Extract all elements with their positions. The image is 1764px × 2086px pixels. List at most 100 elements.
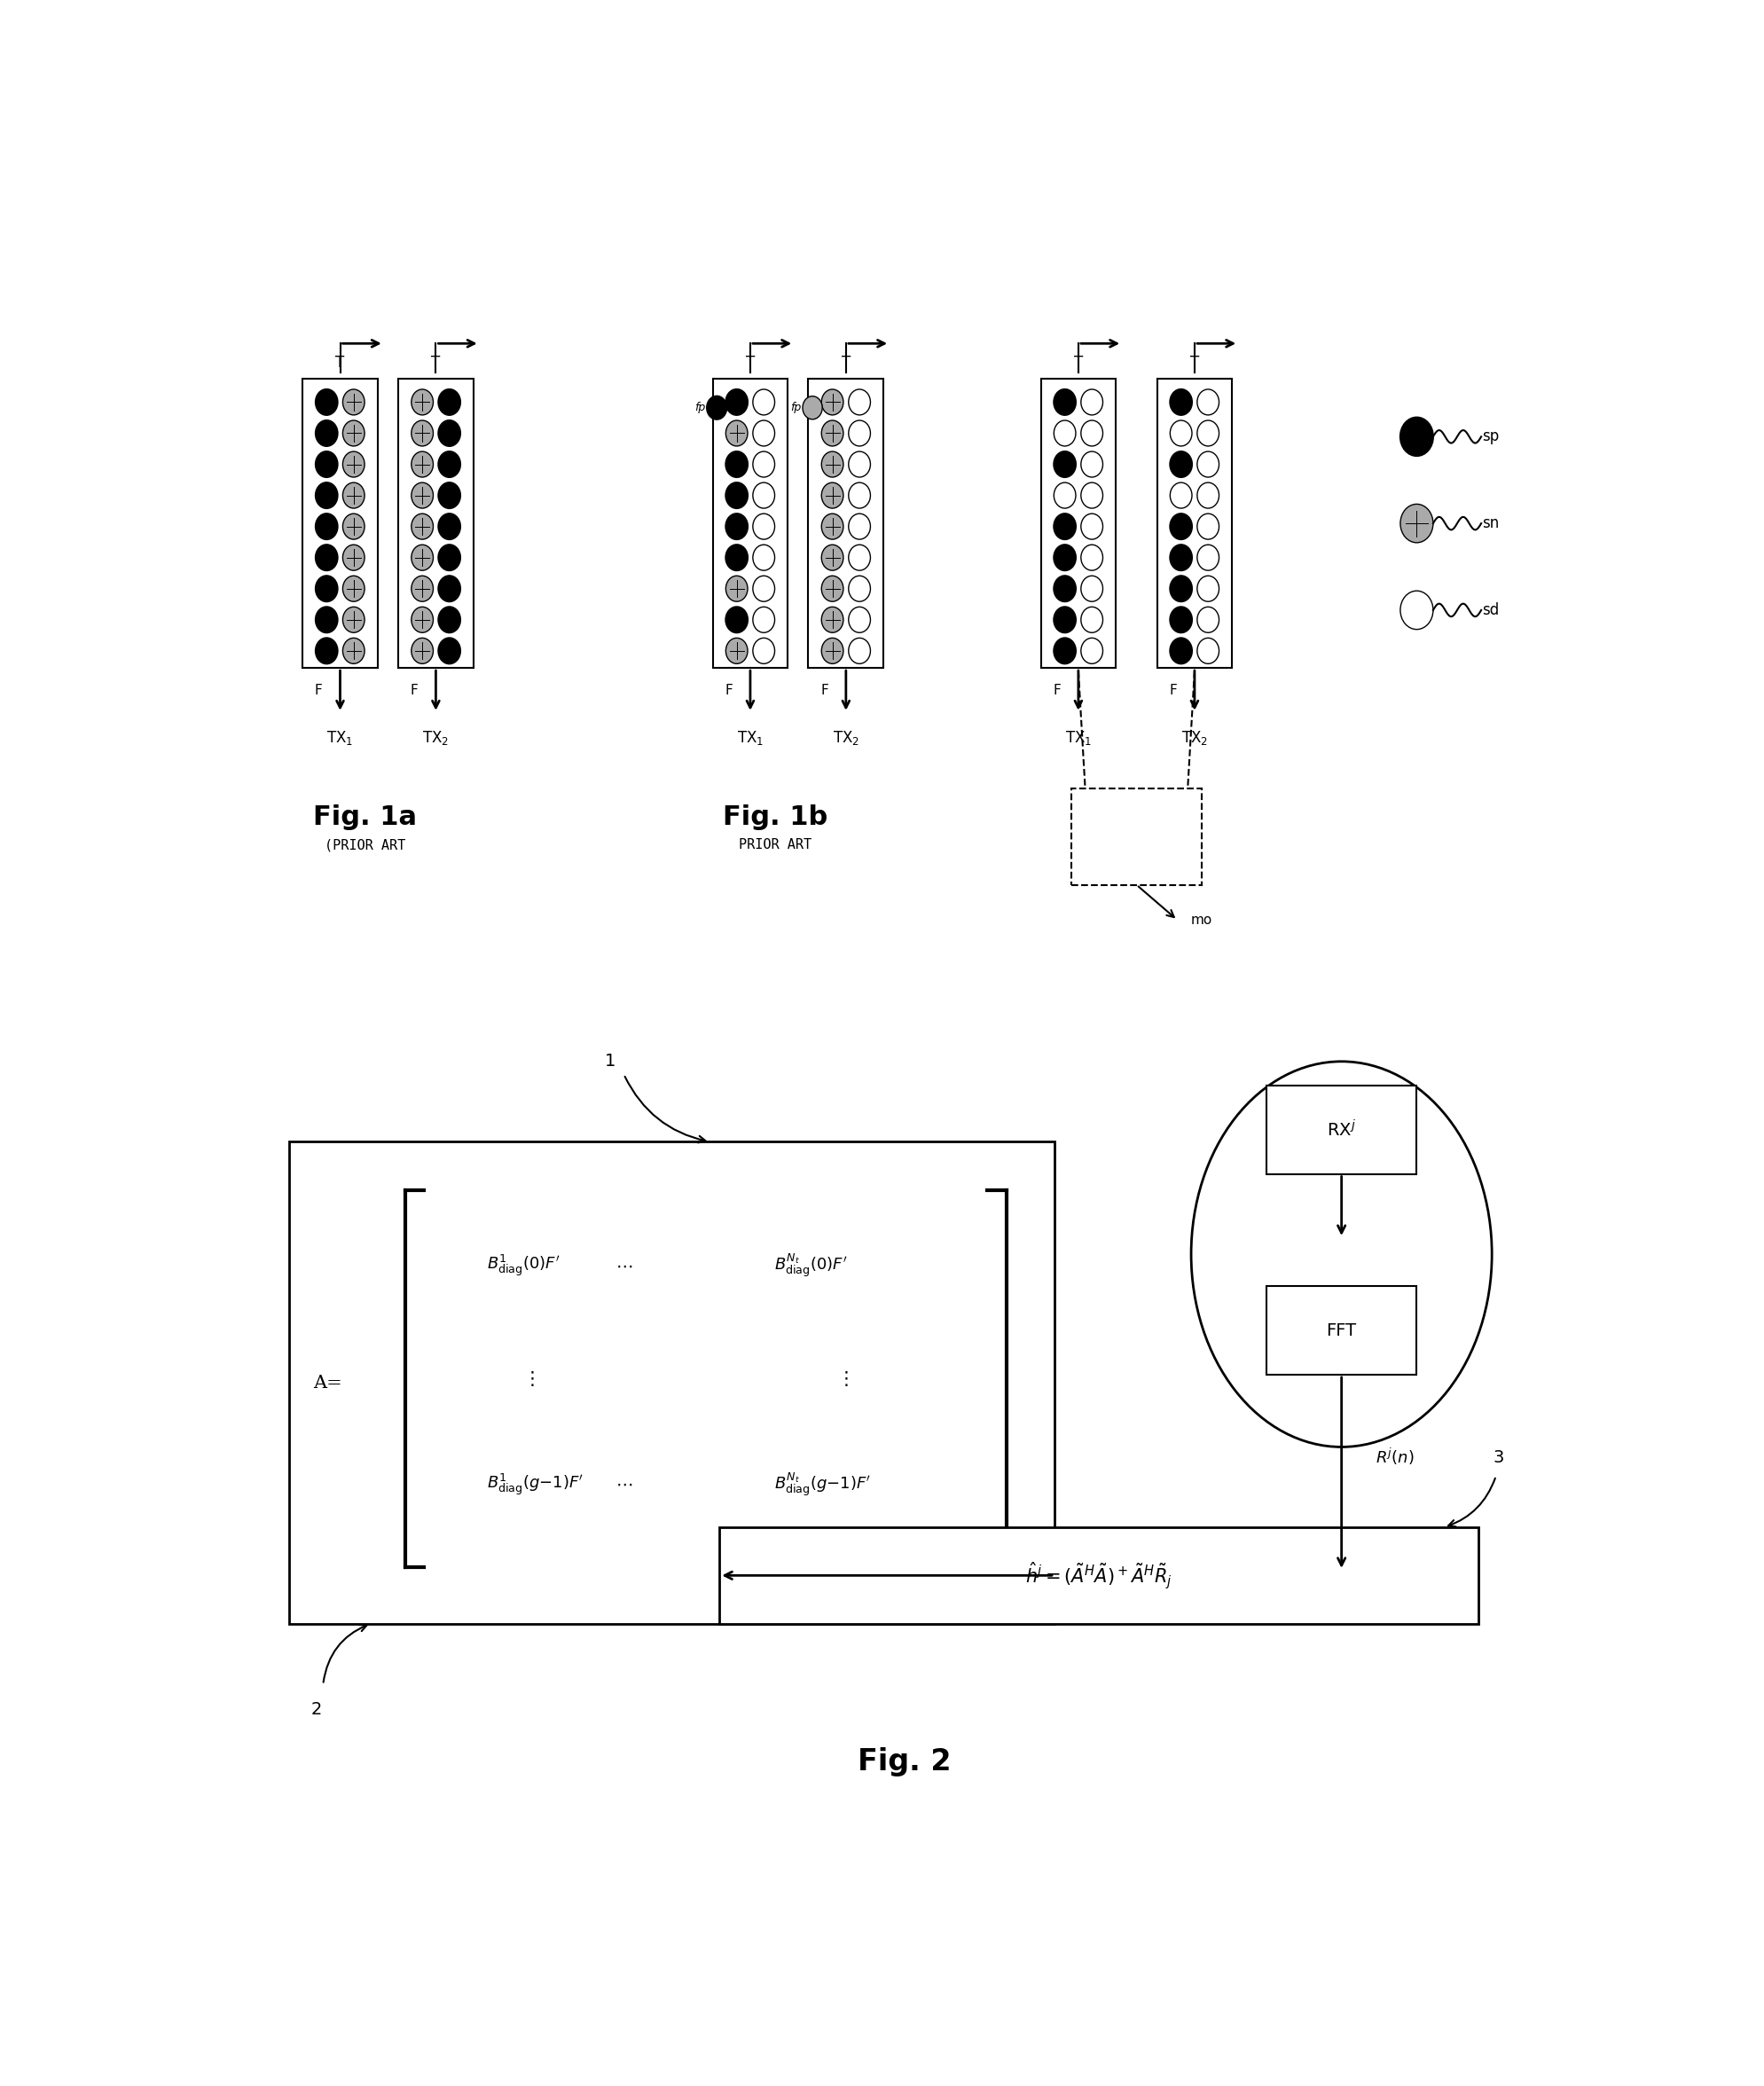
- Circle shape: [753, 607, 774, 632]
- Circle shape: [439, 482, 460, 509]
- Circle shape: [1053, 638, 1076, 663]
- Circle shape: [1198, 544, 1219, 569]
- Circle shape: [439, 544, 460, 569]
- Circle shape: [1081, 638, 1102, 663]
- Circle shape: [1081, 513, 1102, 540]
- Circle shape: [1081, 390, 1102, 415]
- Circle shape: [316, 576, 337, 601]
- Circle shape: [1081, 544, 1102, 569]
- Circle shape: [725, 451, 748, 478]
- Circle shape: [1401, 505, 1432, 542]
- Circle shape: [848, 421, 870, 446]
- Text: PRIOR ART: PRIOR ART: [1101, 839, 1173, 851]
- Text: mo: mo: [1191, 914, 1212, 926]
- Text: $R^j(n)$: $R^j(n)$: [1376, 1446, 1415, 1466]
- Circle shape: [316, 607, 337, 632]
- Circle shape: [342, 576, 365, 601]
- Text: $\vdots$: $\vdots$: [836, 1368, 848, 1387]
- Bar: [1041, 380, 1117, 668]
- Text: TX$_1$: TX$_1$: [326, 728, 353, 747]
- Text: $\hat{h}^j = (\tilde{A}^H\tilde{A})^+\tilde{A}^H\tilde{R}_j$: $\hat{h}^j = (\tilde{A}^H\tilde{A})^+\ti…: [1025, 1560, 1173, 1592]
- Circle shape: [848, 451, 870, 478]
- Circle shape: [753, 390, 774, 415]
- Circle shape: [803, 396, 822, 419]
- Text: 2: 2: [310, 1700, 321, 1717]
- Bar: [1267, 1287, 1416, 1375]
- Circle shape: [342, 638, 365, 663]
- Text: F: F: [725, 684, 732, 697]
- Circle shape: [725, 421, 748, 446]
- Text: sn: sn: [1482, 515, 1499, 532]
- Circle shape: [1198, 638, 1219, 663]
- Circle shape: [439, 607, 460, 632]
- Circle shape: [848, 607, 870, 632]
- Text: 1  1: 1 1: [1115, 807, 1143, 824]
- Circle shape: [316, 544, 337, 569]
- Circle shape: [411, 544, 434, 569]
- Circle shape: [1081, 576, 1102, 601]
- Text: PRIOR ART: PRIOR ART: [739, 839, 811, 851]
- Circle shape: [1170, 482, 1192, 509]
- Circle shape: [1170, 390, 1192, 415]
- Circle shape: [342, 451, 365, 478]
- Text: Fig. 1a: Fig. 1a: [312, 805, 416, 830]
- Circle shape: [1081, 421, 1102, 446]
- Circle shape: [725, 638, 748, 663]
- Ellipse shape: [1191, 1062, 1492, 1448]
- Circle shape: [411, 638, 434, 663]
- Text: Fig. 2: Fig. 2: [857, 1748, 951, 1777]
- Text: sp: sp: [1482, 428, 1499, 444]
- Circle shape: [822, 482, 843, 509]
- Text: fp: fp: [695, 403, 706, 413]
- Circle shape: [725, 544, 748, 569]
- Text: TX$_2$: TX$_2$: [833, 728, 859, 747]
- Text: $B^{N_t}_{\rm diag}(0)F'$: $B^{N_t}_{\rm diag}(0)F'$: [774, 1252, 847, 1279]
- Circle shape: [822, 607, 843, 632]
- Circle shape: [822, 421, 843, 446]
- Circle shape: [1170, 421, 1192, 446]
- Text: T: T: [841, 355, 850, 371]
- Text: 3: 3: [1494, 1450, 1505, 1466]
- Circle shape: [411, 451, 434, 478]
- Circle shape: [848, 390, 870, 415]
- Bar: [720, 1527, 1478, 1623]
- Circle shape: [1053, 421, 1076, 446]
- Text: TX$_1$: TX$_1$: [1065, 728, 1092, 747]
- Circle shape: [411, 421, 434, 446]
- Circle shape: [439, 576, 460, 601]
- Circle shape: [848, 576, 870, 601]
- Circle shape: [822, 638, 843, 663]
- Text: Fig. 1c: Fig. 1c: [1085, 805, 1187, 830]
- Circle shape: [753, 638, 774, 663]
- Bar: [303, 380, 377, 668]
- Circle shape: [1198, 513, 1219, 540]
- Circle shape: [439, 451, 460, 478]
- Circle shape: [411, 607, 434, 632]
- Circle shape: [1401, 417, 1432, 457]
- Text: FFT: FFT: [1327, 1323, 1357, 1339]
- Text: T: T: [1074, 355, 1083, 371]
- Text: Fig. 1b: Fig. 1b: [723, 805, 827, 830]
- Circle shape: [342, 421, 365, 446]
- Circle shape: [725, 482, 748, 509]
- Circle shape: [342, 513, 365, 540]
- Circle shape: [822, 576, 843, 601]
- Circle shape: [822, 390, 843, 415]
- Circle shape: [342, 544, 365, 569]
- Circle shape: [316, 390, 337, 415]
- Circle shape: [753, 482, 774, 509]
- Circle shape: [411, 390, 434, 415]
- Text: T: T: [746, 355, 755, 371]
- Circle shape: [1401, 590, 1432, 630]
- Circle shape: [1053, 513, 1076, 540]
- Text: RX$^j$: RX$^j$: [1327, 1120, 1357, 1141]
- Circle shape: [725, 390, 748, 415]
- Circle shape: [753, 544, 774, 569]
- Circle shape: [316, 482, 337, 509]
- Circle shape: [848, 544, 870, 569]
- Circle shape: [753, 421, 774, 446]
- Text: TX$_1$: TX$_1$: [737, 728, 764, 747]
- Circle shape: [725, 513, 748, 540]
- Bar: [808, 380, 884, 668]
- Circle shape: [848, 513, 870, 540]
